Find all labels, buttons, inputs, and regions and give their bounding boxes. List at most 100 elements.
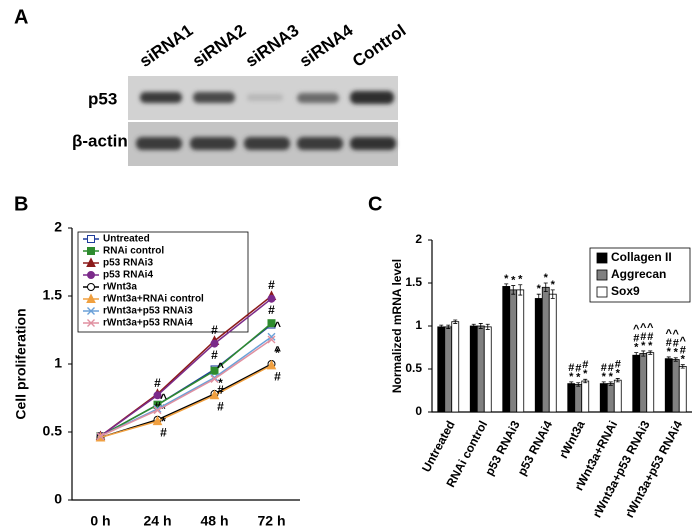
marker xyxy=(267,319,276,328)
bar xyxy=(516,289,525,413)
significance-label: # xyxy=(268,303,275,317)
y-axis-label: Cell proliferation xyxy=(13,308,29,419)
error-bar xyxy=(673,357,678,362)
error-bar xyxy=(680,364,685,369)
significance-label: * xyxy=(609,371,614,383)
bar xyxy=(534,298,543,413)
significance-label: * xyxy=(161,414,166,428)
legend-label: Sox9 xyxy=(611,284,640,298)
significance-label: * xyxy=(602,371,607,383)
row-label: β-actin xyxy=(72,131,128,150)
significance-label: ^ xyxy=(274,344,281,358)
x-tick-label: rWnt3a xyxy=(556,418,588,461)
panel-letter: A xyxy=(14,6,28,28)
legend-label: Collagen II xyxy=(611,250,672,264)
marker xyxy=(153,406,162,415)
significance-label: # xyxy=(160,425,167,439)
significance-label: # xyxy=(640,331,646,343)
marker xyxy=(210,366,219,375)
marker xyxy=(87,235,95,243)
significance-label: # xyxy=(211,348,218,362)
error-bar xyxy=(518,284,523,296)
bar xyxy=(451,321,460,413)
significance-label: ^ xyxy=(680,336,687,348)
western-blot: siRNA1 siRNA2 siRNA3 siRNA4 Control p53 … xyxy=(72,20,409,166)
error-bar xyxy=(576,382,581,387)
y-tick-label: 1 xyxy=(54,355,62,371)
significance-label: * xyxy=(218,376,223,390)
bar xyxy=(469,325,478,413)
bar xyxy=(632,354,641,413)
marker xyxy=(87,271,95,279)
marker xyxy=(210,339,219,348)
bar xyxy=(502,286,511,413)
series-line xyxy=(100,363,272,439)
legend-label: Aggrecan xyxy=(611,267,666,281)
series-line xyxy=(100,322,272,437)
bar xyxy=(671,359,680,413)
y-tick-label: 0.5 xyxy=(405,361,422,375)
legend-label: rWnt3a+p53 RNAi3 xyxy=(103,306,193,317)
legend-label: p53 RNAi3 xyxy=(103,258,153,269)
bar xyxy=(509,289,518,413)
significance-label: # xyxy=(154,399,161,413)
legend-label: Untreated xyxy=(103,234,150,245)
significance-label: * xyxy=(161,402,166,416)
band xyxy=(136,137,182,150)
significance-label: * xyxy=(583,368,588,380)
y-tick-label: 1 xyxy=(415,318,422,332)
bar xyxy=(599,383,608,413)
error-bar xyxy=(601,381,606,386)
significance-label: # xyxy=(154,376,161,390)
significance-label: # xyxy=(274,370,281,384)
marker xyxy=(266,359,277,370)
significance-label: * xyxy=(544,272,549,284)
band xyxy=(350,91,394,104)
band xyxy=(244,137,290,150)
significance-label: * xyxy=(275,346,280,360)
error-bar xyxy=(536,293,541,304)
marker xyxy=(267,335,276,344)
y-tick-label: 0 xyxy=(54,491,62,507)
bar xyxy=(581,380,590,413)
marker xyxy=(86,257,96,267)
significance-label: # xyxy=(633,333,639,345)
x-tick-label: 72 h xyxy=(257,513,285,529)
y-axis-label: Normalized mRNA level xyxy=(390,259,404,393)
significance-label: ^ xyxy=(640,322,647,334)
legend-label: p53 RNAi4 xyxy=(103,270,153,281)
significance-label: ^ xyxy=(217,360,224,374)
error-bar xyxy=(504,283,509,290)
significance-label: # xyxy=(615,358,621,370)
significance-label: ^ xyxy=(160,391,167,405)
error-bar xyxy=(485,323,490,330)
legend-label: rWnt3a+RNAi control xyxy=(103,294,204,305)
error-bar xyxy=(608,381,613,386)
legend-label: RNAi control xyxy=(103,246,164,257)
marker xyxy=(152,415,163,426)
significance-label: * xyxy=(576,372,581,384)
error-bar xyxy=(511,285,516,295)
lane-label: Control xyxy=(349,21,409,71)
bar xyxy=(606,383,615,413)
significance-label: * xyxy=(551,279,556,291)
significance-label: # xyxy=(666,337,672,349)
significance-label: * xyxy=(674,347,679,359)
significance-label: # xyxy=(217,399,224,413)
significance-label: * xyxy=(641,340,646,352)
lane-label: siRNA4 xyxy=(296,20,357,71)
band xyxy=(140,92,182,103)
marker xyxy=(87,319,95,327)
bar xyxy=(437,326,446,413)
marker xyxy=(267,332,276,341)
marker xyxy=(267,294,276,303)
significance-label: # xyxy=(568,362,574,374)
significance-label: * xyxy=(504,273,509,285)
bar xyxy=(444,326,453,413)
error-bar xyxy=(641,350,646,357)
y-tick-label: 0.5 xyxy=(43,423,63,439)
significance-label: # xyxy=(575,363,581,375)
y-tick-label: 1.5 xyxy=(405,275,422,289)
marker xyxy=(87,283,95,291)
series-line xyxy=(100,338,272,437)
